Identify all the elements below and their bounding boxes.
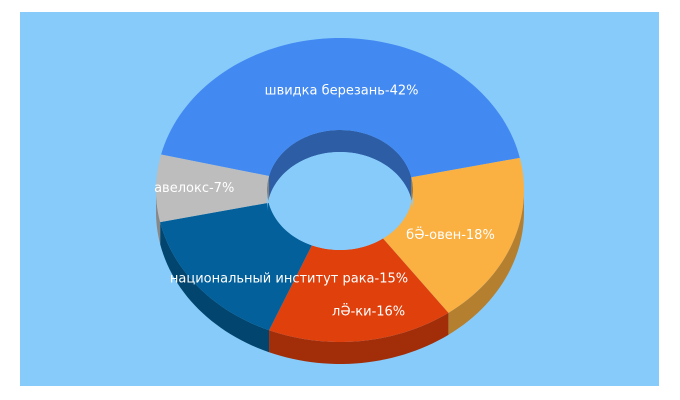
slice-1[interactable]: [383, 157, 524, 313]
slice-2[interactable]: [269, 238, 449, 342]
slice-outer-side: [448, 190, 524, 335]
slice-label: национальный институт рака-15%: [170, 271, 408, 286]
slice-outer-side: [160, 222, 270, 353]
slice-tops: [156, 38, 524, 342]
slice-0[interactable]: [161, 38, 520, 178]
slice-outer-side: [156, 190, 161, 245]
slice-label: лӚ-ки-16%: [332, 303, 405, 320]
slice-4[interactable]: [156, 154, 270, 223]
slice-label: авелокс-7%: [154, 181, 234, 196]
slice-labels: швидка березань-42% бӚ-овен-18% лӚ-ки-16% н…: [154, 84, 495, 320]
slice-3[interactable]: [160, 202, 312, 331]
slice-outer-side: [269, 312, 449, 364]
donut-hole: [267, 152, 413, 250]
slice-label: швидка березань-42%: [265, 84, 419, 99]
slice-inner-side: [269, 130, 412, 200]
slice-label: бӚ-овен-18%: [406, 226, 495, 243]
